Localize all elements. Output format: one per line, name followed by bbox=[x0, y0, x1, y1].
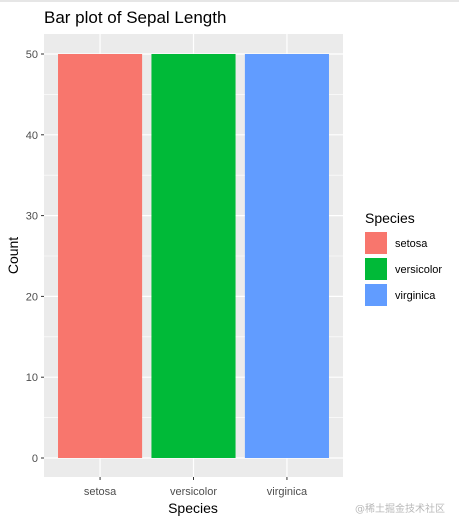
y-tick-label: 10 bbox=[26, 372, 38, 384]
x-tick-label: versicolor bbox=[170, 486, 217, 498]
legend-items: setosa versicolor virginica bbox=[365, 232, 442, 306]
watermark: @稀土掘金技术社区 bbox=[355, 504, 445, 515]
y-tick-label: 0 bbox=[32, 453, 38, 465]
x-axis: setosa versicolor virginica bbox=[84, 477, 308, 498]
x-tick-label: virginica bbox=[267, 486, 308, 498]
y-tick-label: 30 bbox=[26, 211, 38, 223]
bars bbox=[58, 54, 329, 458]
legend-key-setosa bbox=[365, 232, 387, 254]
y-tick-label: 40 bbox=[26, 130, 38, 142]
top-border bbox=[0, 0, 459, 2]
x-tick-label: setosa bbox=[84, 486, 117, 498]
bar-versicolor bbox=[151, 54, 236, 458]
legend-title: Species bbox=[365, 210, 415, 226]
legend: Species setosa versicolor virginica bbox=[365, 210, 442, 306]
legend-label-versicolor: versicolor bbox=[395, 264, 442, 276]
y-axis: 0 10 20 30 40 50 bbox=[26, 49, 44, 465]
y-tick-label: 20 bbox=[26, 291, 38, 303]
bar-setosa bbox=[58, 54, 143, 458]
legend-key-versicolor bbox=[365, 258, 387, 280]
legend-label-setosa: setosa bbox=[395, 238, 428, 250]
x-axis-title: Species bbox=[168, 500, 218, 516]
legend-key-virginica bbox=[365, 284, 387, 306]
y-tick-label: 50 bbox=[26, 49, 38, 61]
chart-title: Bar plot of Sepal Length bbox=[44, 8, 226, 27]
y-axis-title: Count bbox=[5, 237, 21, 274]
legend-label-virginica: virginica bbox=[395, 290, 436, 302]
bar-virginica bbox=[244, 54, 329, 458]
